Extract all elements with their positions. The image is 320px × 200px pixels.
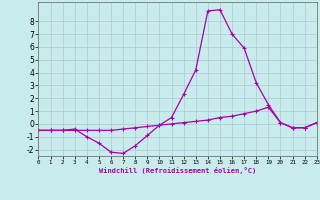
X-axis label: Windchill (Refroidissement éolien,°C): Windchill (Refroidissement éolien,°C) (99, 167, 256, 174)
